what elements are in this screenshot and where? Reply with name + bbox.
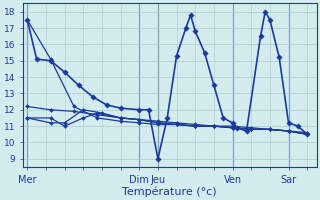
X-axis label: Température (°c): Température (°c) xyxy=(122,186,217,197)
